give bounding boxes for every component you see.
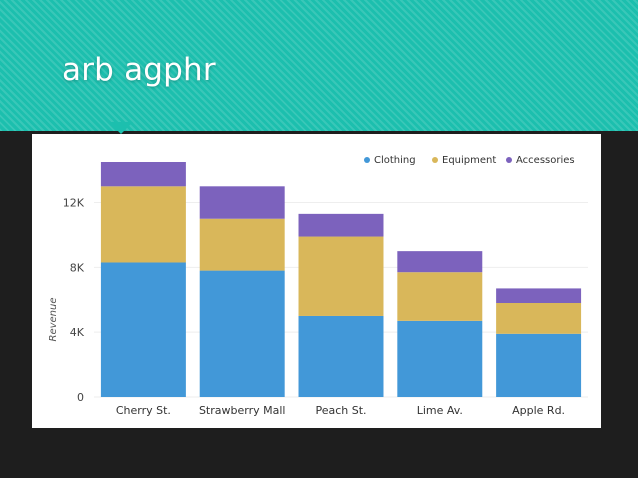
bar-segment-clothing <box>100 262 186 397</box>
bar-segment-accessories <box>100 162 186 187</box>
bar-segment-equipment <box>496 303 582 334</box>
bar-segment-equipment <box>397 272 483 321</box>
x-tick-label: Strawberry Mall <box>199 404 286 417</box>
y-tick-label: 4K <box>70 326 85 339</box>
stacked-bar-chart: 0 4K 8K 12K Revenue Cherry St. Strawberry Mall… <box>48 155 588 417</box>
bar-segment-equipment <box>199 218 285 271</box>
x-tick-label: Lime Av. <box>417 404 463 417</box>
bar-segment-accessories <box>298 213 384 237</box>
legend-label: Equipment <box>442 155 496 166</box>
chart-panel: 0 4K 8K 12K Revenue Cherry St. Strawberry Mall… <box>32 134 601 428</box>
bar-segment-equipment <box>100 186 186 263</box>
legend-label: Accessories <box>516 155 575 166</box>
bar-segment-clothing <box>496 333 582 397</box>
x-tick-label: Apple Rd. <box>512 404 565 417</box>
legend-swatch-accessories <box>506 157 512 163</box>
slide-header: arb agphr <box>0 0 638 131</box>
bar-segment-accessories <box>199 186 285 219</box>
header-pointer <box>109 122 133 134</box>
y-tick-label: 0 <box>77 391 84 404</box>
y-tick-label: 8K <box>70 261 85 274</box>
legend-swatch-equipment <box>432 157 438 163</box>
y-tick-label: 12K <box>63 197 85 210</box>
bar-segment-clothing <box>199 270 285 397</box>
bar-segment-accessories <box>496 288 582 303</box>
legend-label: Clothing <box>374 155 416 166</box>
x-tick-label: Peach St. <box>315 404 366 417</box>
y-axis-title: Revenue <box>48 298 59 342</box>
bar-segment-clothing <box>298 315 384 397</box>
bar-segment-accessories <box>397 251 483 273</box>
bar-segment-clothing <box>397 320 483 397</box>
bar-segment-equipment <box>298 236 384 316</box>
x-tick-label: Cherry St. <box>116 404 171 417</box>
legend-swatch-clothing <box>364 157 370 163</box>
slide-title: arb agphr <box>62 52 216 88</box>
